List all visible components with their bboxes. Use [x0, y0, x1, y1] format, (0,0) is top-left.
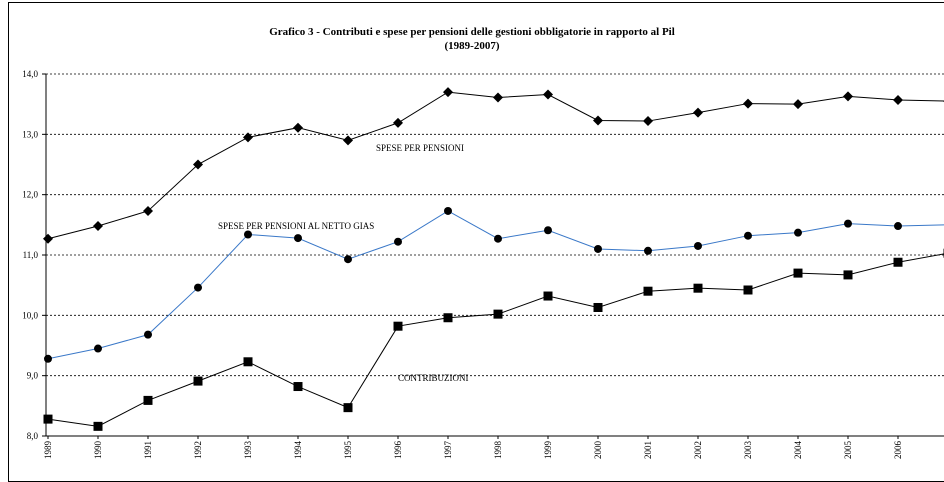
data-point [744, 232, 752, 240]
data-point [643, 116, 653, 126]
y-axis-ticks: 8,0 9,0 10,0 11,0 12,0 13,0 14,0 [22, 69, 46, 441]
data-point [493, 93, 503, 103]
x-tick-label: 2004 [793, 441, 803, 460]
x-tick-label: 1996 [393, 441, 403, 460]
data-point [144, 396, 153, 405]
x-tick-label: 1992 [193, 441, 203, 459]
x-tick-label: 1999 [543, 441, 553, 460]
x-tick-label: 2006 [893, 441, 903, 460]
data-point [144, 331, 152, 339]
data-point [844, 220, 852, 228]
x-tick-label: 1994 [293, 441, 303, 460]
data-point [644, 247, 652, 255]
data-point [544, 292, 553, 301]
data-point [394, 238, 402, 246]
data-point [243, 132, 253, 142]
data-point [644, 287, 653, 296]
y-tick-label: 11,0 [23, 250, 39, 260]
series-labels: SPESE PER PENSIONI SPESE PER PENSIONI AL … [218, 143, 469, 383]
series-group [43, 87, 944, 431]
data-point [494, 310, 503, 319]
x-tick-label: 1993 [243, 441, 253, 460]
x-tick-label: 1995 [343, 441, 353, 460]
grid-lines [46, 74, 944, 376]
x-tick-label: 1998 [493, 441, 503, 460]
x-tick-label: 2001 [643, 441, 653, 459]
data-point [894, 222, 902, 230]
x-tick-label: 2002 [693, 441, 703, 459]
data-point [543, 90, 553, 100]
data-point [343, 135, 353, 145]
data-point [94, 345, 102, 353]
data-point [44, 355, 52, 363]
x-tick-label: 2005 [843, 441, 853, 460]
data-point [394, 322, 403, 331]
data-point [244, 230, 252, 238]
data-point [744, 285, 753, 294]
x-tick-label: 1991 [143, 441, 153, 459]
data-point [894, 258, 903, 267]
x-tick-label: 2003 [743, 441, 753, 460]
x-tick-label: 2000 [593, 441, 603, 460]
data-point [344, 255, 352, 263]
y-tick-label: 12,0 [22, 190, 38, 200]
data-point [244, 357, 253, 366]
x-tick-label: 1997 [443, 441, 453, 460]
data-point [594, 303, 603, 312]
series-line [48, 92, 944, 239]
x-axis-ticks: 1989 1990 1991 1992 1993 1994 1995 1996 1997 1998… [43, 436, 944, 459]
data-point [44, 415, 53, 424]
data-point [694, 242, 702, 250]
data-point [743, 99, 753, 109]
series-1 [44, 207, 944, 363]
data-point [593, 115, 603, 125]
data-point [93, 221, 103, 231]
data-point [393, 118, 403, 128]
data-point [443, 87, 453, 97]
data-point [793, 99, 803, 109]
series-label: SPESE PER PENSIONI AL NETTO GIAS [218, 221, 374, 231]
data-point [94, 422, 103, 431]
y-tick-label: 8,0 [27, 431, 39, 441]
series-label: SPESE PER PENSIONI [376, 143, 464, 153]
series-line [48, 253, 944, 426]
data-point [693, 108, 703, 118]
data-point [494, 235, 502, 243]
data-point [43, 234, 53, 244]
series-0 [43, 87, 944, 244]
data-point [294, 382, 303, 391]
data-point [794, 229, 802, 237]
data-point [344, 403, 353, 412]
data-point [844, 270, 853, 279]
data-point [794, 269, 803, 278]
x-tick-label: 1989 [43, 441, 53, 460]
data-point [843, 91, 853, 101]
data-point [194, 377, 203, 386]
data-point [194, 284, 202, 292]
series-2 [44, 249, 944, 431]
data-point [444, 313, 453, 322]
data-point [893, 95, 903, 105]
series-label: CONTRIBUZIONI [398, 373, 469, 383]
x-tick-label: 1990 [93, 441, 103, 460]
series-line [48, 211, 944, 359]
data-point [694, 284, 703, 293]
data-point [594, 245, 602, 253]
y-tick-label: 14,0 [22, 69, 38, 79]
y-tick-label: 9,0 [27, 371, 39, 381]
data-point [293, 123, 303, 133]
data-point [544, 226, 552, 234]
data-point [444, 207, 452, 215]
y-tick-label: 10,0 [22, 310, 38, 320]
y-tick-label: 13,0 [22, 129, 38, 139]
data-point [294, 234, 302, 242]
